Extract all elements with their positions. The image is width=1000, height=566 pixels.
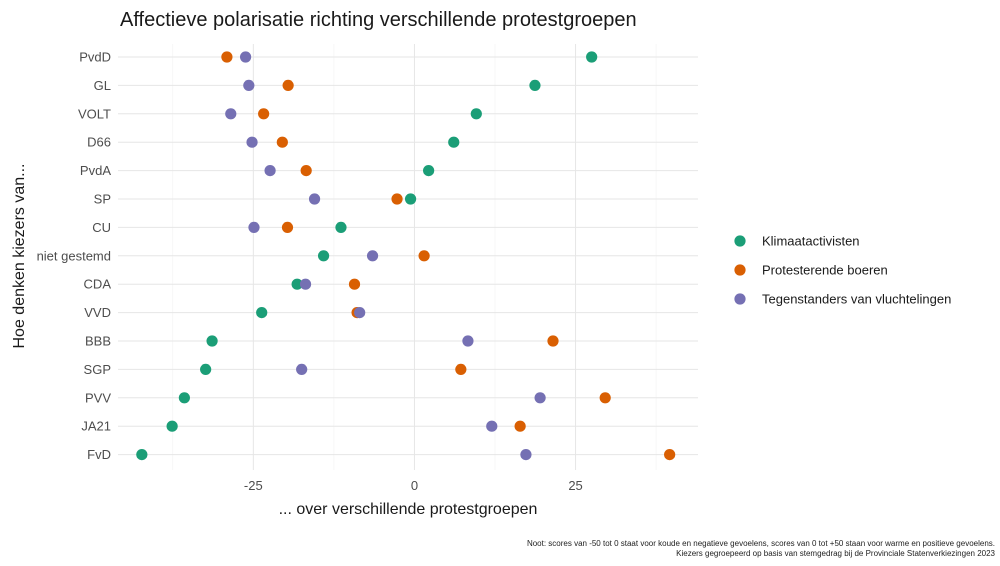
point-cda [291, 278, 303, 290]
point-d66 [276, 136, 288, 148]
x-tick-label: 0 [411, 478, 418, 493]
point-d66 [246, 136, 258, 148]
point-pvda [264, 165, 276, 177]
point-sgp [200, 363, 212, 375]
y-tick-label: CU [92, 220, 111, 235]
note-line-2: Kiezers gegroepeerd op basis van stemged… [676, 549, 995, 558]
point-pvv [599, 392, 611, 404]
y-tick-label: PVV [85, 390, 111, 405]
point-fvd [520, 449, 532, 461]
point-sp [391, 193, 403, 205]
point-cda [348, 278, 361, 290]
point-pvv [534, 392, 546, 404]
y-tick-label: JA21 [81, 419, 111, 434]
point-fvd [664, 449, 676, 461]
y-tick-label: PvdA [80, 163, 111, 178]
y-tick-labels: PvdD GL VOLT D66 PvdA SP CU niet gestemd CDA VVD B… [37, 50, 112, 463]
point-pvv [178, 392, 190, 404]
point-niet-gestemd [366, 250, 379, 262]
point-pvdd [240, 51, 252, 63]
point-gl [243, 79, 255, 91]
gridlines [118, 44, 698, 470]
legend: Klimaatactivisten Protesterende boeren Teg… [734, 234, 951, 307]
point-d66 [448, 136, 460, 148]
point-niet-gestemd [317, 250, 330, 262]
y-tick-label: VVD [84, 305, 111, 320]
legend-label: Protesterende boeren [762, 263, 888, 278]
point-volt [470, 108, 482, 120]
point-vvd [354, 307, 366, 319]
point-sp [404, 193, 417, 205]
point-gl [529, 79, 541, 91]
y-tick-label: niet gestemd [37, 248, 111, 263]
point-cu [335, 221, 347, 233]
point-pvda [423, 165, 435, 177]
y-tick-label: FvD [87, 447, 111, 462]
point-sgp [296, 363, 308, 375]
point-sgp [455, 363, 467, 375]
legend-label: Klimaatactivisten [762, 234, 860, 249]
point-cda [299, 278, 312, 290]
y-tick-label: GL [94, 78, 111, 93]
x-tick-labels: -25 0 25 [244, 478, 583, 493]
y-tick-label: VOLT [78, 106, 111, 121]
legend-label: Tegenstanders van vluchtelingen [762, 292, 951, 307]
x-axis-title: ... over verschillende protestgroepen [279, 501, 538, 518]
point-ja21 [486, 420, 498, 432]
legend-marker [734, 264, 746, 276]
point-niet-gestemd [418, 250, 430, 262]
point-ja21 [166, 420, 178, 432]
point-fvd [136, 449, 148, 461]
y-tick-label: PvdD [79, 50, 111, 65]
y-axis-title: Hoe denken kiezers van... [11, 164, 28, 349]
data-points [136, 51, 676, 461]
x-tick-label: 25 [568, 478, 582, 493]
chart-title: Affectieve polarisatie richting verschil… [120, 9, 637, 31]
y-tick-label: D66 [87, 135, 111, 150]
point-bbb [547, 335, 559, 347]
point-volt [225, 108, 237, 120]
y-tick-label: BBB [85, 334, 111, 349]
point-bbb [462, 335, 474, 347]
y-tick-label: SP [94, 192, 111, 207]
y-tick-label: SGP [84, 362, 111, 377]
y-tick-label: CDA [84, 277, 112, 292]
point-cu [281, 221, 294, 233]
point-sp [308, 193, 321, 205]
legend-marker [734, 293, 746, 305]
note-line-1: Noot: scores van -50 tot 0 staat voor ko… [527, 539, 995, 548]
point-pvdd [221, 51, 233, 63]
x-tick-label: -25 [244, 478, 263, 493]
point-pvda [300, 165, 312, 177]
point-volt [258, 108, 270, 120]
point-cu [248, 221, 260, 233]
point-bbb [206, 335, 218, 347]
point-gl [282, 79, 294, 91]
point-pvdd [586, 51, 598, 63]
point-vvd [256, 307, 268, 319]
legend-marker [734, 235, 746, 247]
point-ja21 [514, 420, 526, 432]
